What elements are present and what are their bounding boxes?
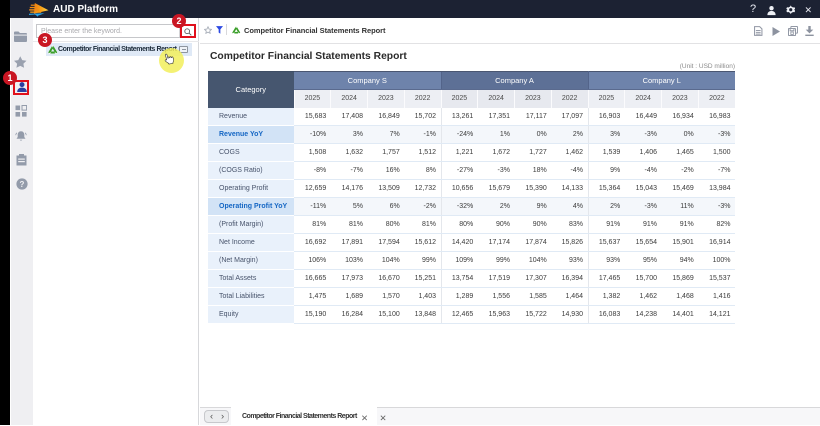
svg-text:?: ? xyxy=(19,180,24,189)
